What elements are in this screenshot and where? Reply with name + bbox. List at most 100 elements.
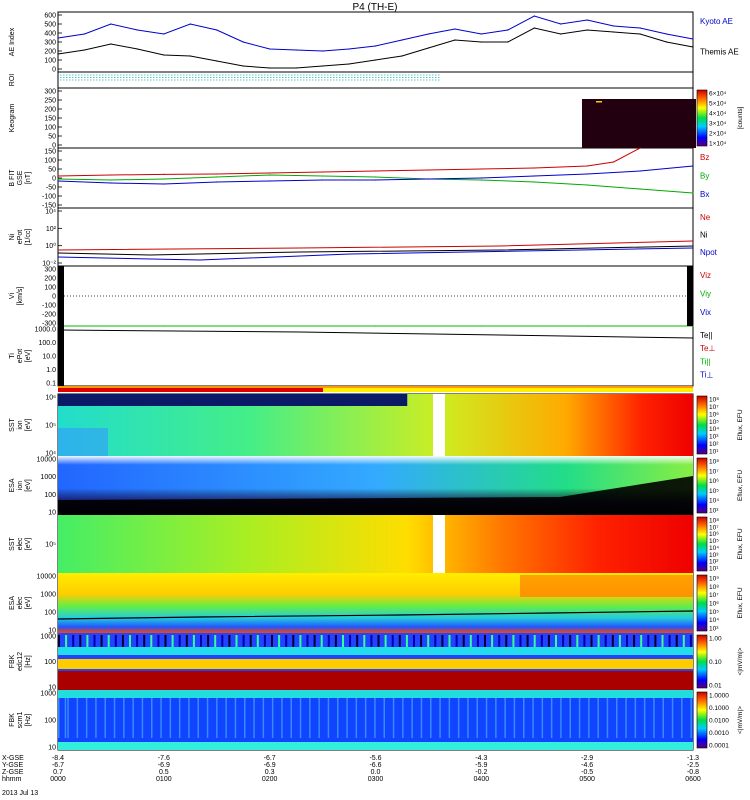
- y-tick-label: 250: [44, 98, 56, 105]
- series-point: [57, 53, 59, 55]
- series-point: [427, 169, 430, 171]
- panel-ylabel: ion: [17, 481, 24, 490]
- x-tick-label: -4.3: [475, 755, 487, 762]
- fbk-e-stripe: [413, 635, 415, 647]
- panel-ylabel: [eV]: [25, 350, 32, 363]
- fbk-b-stripe: [681, 698, 683, 738]
- panel-ylabel: [1/cc]: [25, 229, 32, 246]
- colorbar-tick-label: 6×10⁴: [709, 91, 727, 98]
- fbk-e-stripe: [427, 635, 430, 647]
- x-tick-label: -6.7: [52, 762, 64, 769]
- panel-ylabel: [km/s]: [17, 287, 24, 306]
- fbk-e-stripe: [114, 635, 117, 647]
- x-tick-label: -0.5: [581, 769, 593, 776]
- colorbar-tick-label: 0.0001: [709, 743, 729, 750]
- fbk-b-stripe: [206, 698, 209, 738]
- colorbar-tick-label: 1.00: [709, 636, 722, 643]
- series-point: [665, 41, 668, 43]
- fbk-e-stripe: [462, 635, 465, 647]
- colorbar-label: Eflux, EFU: [737, 470, 744, 501]
- fbk-e-stripe: [377, 635, 380, 647]
- series-point: [269, 174, 271, 176]
- x-tick-label: 0100: [156, 776, 172, 783]
- fbk-b-stripe: [104, 698, 106, 738]
- colorbar-tick-label: 10⁷: [709, 404, 719, 411]
- series-point: [57, 37, 59, 39]
- fbk-e-stripe: [661, 635, 664, 647]
- fbk-e-stripe: [58, 635, 60, 647]
- panel-ylabel: [eV]: [25, 538, 32, 551]
- fbk-b-stripe: [160, 698, 162, 738]
- colorbar-tick-label: 4×10⁴: [709, 111, 727, 118]
- fbk-e-stripe: [654, 635, 657, 647]
- fbk-b-stripe: [560, 698, 562, 738]
- panel-ylabel: elec: [17, 537, 24, 550]
- series-point: [533, 27, 535, 29]
- y-tick-label: 100: [44, 285, 56, 292]
- y-tick-label: 10: [48, 628, 56, 635]
- panel-frame-ae: [57, 11, 694, 73]
- series-point: [57, 175, 59, 177]
- y-tick-label: 10000: [37, 457, 57, 464]
- panel-ylabel: [Hz]: [25, 714, 32, 727]
- fbk-e-stripe: [256, 635, 259, 647]
- fbk-e-stripe: [299, 635, 302, 647]
- panel-ylabel: Ti: [9, 353, 16, 359]
- fbk-e-stripe: [79, 635, 82, 647]
- series-point: [560, 23, 562, 25]
- fbk-e-stripe: [285, 635, 288, 647]
- panel-ylabel: [Hz]: [25, 655, 32, 668]
- panel-ylabel: ROI: [9, 74, 16, 87]
- sst-ion-top-band: [58, 394, 408, 406]
- fbk-b-stripe: [290, 698, 292, 738]
- series-point: [348, 63, 350, 65]
- fbk-b-stripe: [643, 698, 646, 738]
- fbk-b-band-bottom: [58, 742, 693, 750]
- x-tick-label: 0.0: [371, 769, 381, 776]
- series-point: [639, 147, 641, 149]
- series-point: [692, 192, 694, 194]
- series-point: [242, 65, 244, 67]
- fbk-e-stripe: [242, 635, 245, 647]
- series-point: [321, 171, 324, 173]
- fbk-e-stripe: [235, 635, 238, 647]
- keogram-image: [582, 99, 696, 148]
- y-tick-label: 0: [52, 294, 56, 301]
- y-tick-label: 300: [44, 89, 56, 96]
- fbk-e-stripe: [583, 635, 586, 647]
- fbk-e-stripe: [618, 635, 621, 647]
- fbk-e-stripe: [93, 635, 96, 647]
- series-point: [639, 188, 641, 190]
- fbk-e-stripe: [320, 635, 323, 647]
- fbk-e-stripe: [405, 635, 408, 647]
- series-point: [83, 33, 86, 35]
- series-point: [480, 168, 482, 170]
- fbk-e-stripe: [689, 635, 692, 647]
- fbk-e-stripe: [476, 635, 479, 647]
- legend-entry: Viz: [700, 271, 711, 280]
- colorbar-tick-label: 10⁶: [709, 478, 719, 485]
- colorbar-tick-label: 0.10: [709, 659, 722, 666]
- series-point: [427, 178, 430, 180]
- fbk-b-stripe: [113, 698, 116, 738]
- fbk-e-stripe: [675, 635, 678, 647]
- panel-ylabel: [nT]: [25, 172, 32, 184]
- series-point: [507, 41, 509, 43]
- series-point: [374, 179, 377, 181]
- colorbar-tick-label: 10⁵: [709, 609, 719, 616]
- fbk-b-stripe: [420, 698, 423, 738]
- fbk-b-stripe: [448, 698, 451, 738]
- fbk-b-stripe: [476, 698, 478, 738]
- series-point: [269, 48, 271, 50]
- series-point: [242, 41, 244, 43]
- fbk-e-stripe: [143, 635, 146, 647]
- series-point: [57, 178, 59, 180]
- x-tick-label: -7.6: [158, 755, 170, 762]
- fbk-b-stripe: [85, 698, 88, 738]
- fbk-b-stripe: [253, 698, 255, 738]
- panel-ylabel: FBK: [9, 654, 16, 668]
- colorbar-tick-label: 10⁷: [709, 468, 719, 475]
- panel-frame-density: [57, 207, 694, 267]
- colorbar-sst_i: [696, 395, 708, 455]
